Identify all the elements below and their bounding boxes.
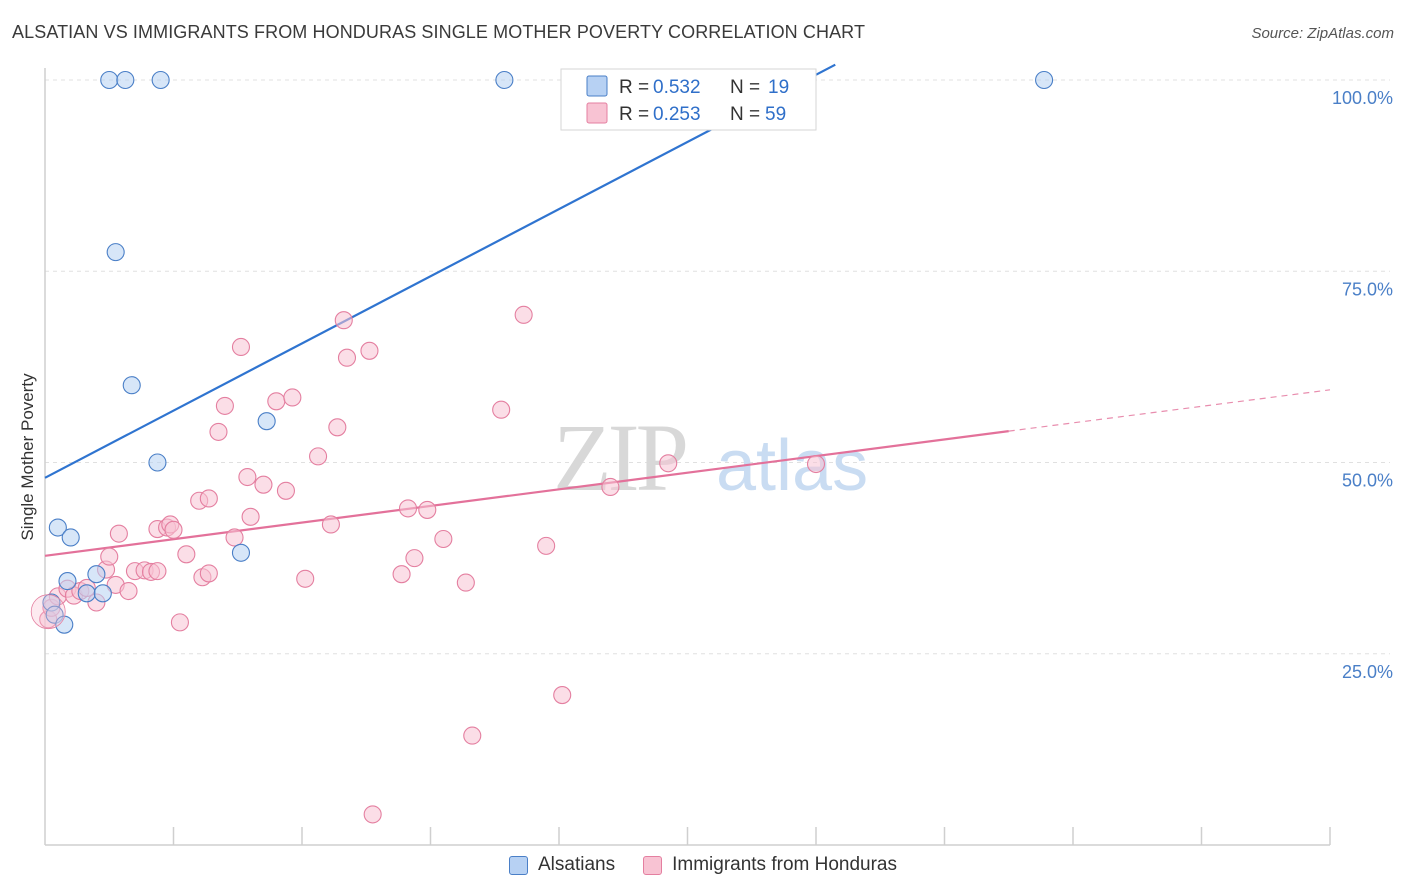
alsatians-point-4 <box>58 572 77 591</box>
honduras-point-27 <box>209 422 228 441</box>
honduras-point-30 <box>231 337 251 357</box>
points-layer <box>30 70 1054 824</box>
legend-r-value-1: 0.532 <box>653 77 701 98</box>
honduras-point-54 <box>537 536 556 555</box>
honduras-point-53 <box>514 305 533 324</box>
grid-layer <box>45 79 1390 655</box>
alsatians-point-2 <box>48 518 67 537</box>
legend-r-label-2: R = <box>619 104 649 125</box>
honduras-point-16 <box>148 562 167 581</box>
honduras-point-49 <box>434 529 453 549</box>
bottom-legend-item-alsatians: Alsatians <box>508 854 616 876</box>
chart-source: Source: ZipAtlas.com <box>1251 25 1394 42</box>
honduras-point-47 <box>405 549 424 568</box>
honduras-point-32 <box>241 507 260 526</box>
bottom-legend-label-alsatians: Alsatians <box>537 854 616 875</box>
y-tick-label-0: 25.0% <box>1342 662 1393 682</box>
honduras-point-cluster <box>30 594 66 630</box>
honduras-point-36 <box>283 388 302 407</box>
honduras-point-12 <box>119 581 138 601</box>
honduras-point-50 <box>456 573 475 592</box>
honduras-point-26 <box>199 489 218 508</box>
honduras-point-9 <box>100 547 119 566</box>
legend-r-value-2: 0.253 <box>653 104 701 125</box>
alsatians-point-18 <box>1035 70 1054 90</box>
top-legend: R = 0.532 N = 19 R = 0.253 N = 59 <box>560 68 817 131</box>
y-tick-label-1: 50.0% <box>1342 471 1393 491</box>
scatter-plot: ZIP atlas 25.0%50.0%75.0%100.0% 0.0%40.0… <box>18 63 1393 846</box>
honduras-point-58 <box>806 454 826 474</box>
bottom-legend-label-honduras: Immigrants from Honduras <box>672 854 897 875</box>
honduras-point-44 <box>363 805 382 824</box>
alsatians-point-7 <box>87 565 106 584</box>
alsatians-point-9 <box>100 70 119 90</box>
alsatians-point-15 <box>231 543 251 562</box>
legend-n-label-1: N = <box>730 77 760 98</box>
honduras-point-41 <box>334 311 353 330</box>
honduras-point-48 <box>418 500 437 519</box>
alsatians-point-13 <box>148 453 167 472</box>
alsatians-point-10 <box>106 243 125 262</box>
alsatians-point-17 <box>495 70 514 90</box>
honduras-point-25 <box>199 564 218 583</box>
alsatians-point-16 <box>257 412 276 431</box>
legend-swatch-honduras <box>586 102 608 124</box>
axes-layer <box>44 68 1331 846</box>
alsatians-point-11 <box>116 70 135 90</box>
honduras-point-56 <box>601 477 620 497</box>
honduras-point-55 <box>553 686 572 705</box>
alsatians-point-8 <box>93 584 112 603</box>
trend-extension-series-2 <box>1008 389 1331 432</box>
honduras-point-43 <box>360 341 379 360</box>
honduras-point-46 <box>398 499 418 518</box>
legend-swatch-alsatians <box>586 75 608 97</box>
honduras-point-22 <box>177 545 196 564</box>
honduras-point-40 <box>328 418 347 437</box>
honduras-point-35 <box>276 481 295 500</box>
honduras-point-42 <box>337 348 357 367</box>
honduras-point-34 <box>267 392 286 411</box>
alsatians-point-14 <box>151 70 170 90</box>
honduras-point-21 <box>170 613 189 632</box>
trend-line-series-1 <box>44 63 836 479</box>
alsatians-point-6 <box>77 584 96 603</box>
bottom-legend: Alsatians Immigrants from Honduras <box>0 852 1406 878</box>
legend-n-label-2: N = <box>730 104 760 125</box>
honduras-point-51 <box>463 726 482 745</box>
y-tick-label-2: 75.0% <box>1342 279 1393 299</box>
honduras-point-33 <box>254 475 273 494</box>
honduras-point-31 <box>238 467 257 487</box>
trend-layer <box>44 63 1331 557</box>
legend-n-value-2: 59 <box>765 104 786 125</box>
y-tick-labels: 25.0% 50.0% 75.0% 100.0% <box>1332 88 1393 682</box>
y-axis-title: Single Mother Poverty <box>18 373 37 541</box>
honduras-point-20 <box>164 520 183 539</box>
y-tick-label-3: 100.0% <box>1332 88 1393 108</box>
trend-line-series-2 <box>44 430 1009 557</box>
alsatians-point-12 <box>122 376 141 395</box>
honduras-point-45 <box>392 565 411 584</box>
honduras-point-37 <box>296 569 315 588</box>
honduras-point-52 <box>492 400 511 419</box>
bottom-legend-swatch-honduras <box>643 855 663 875</box>
alsatians-point-5 <box>61 528 80 547</box>
honduras-point-57 <box>659 454 678 473</box>
chart-title: ALSATIAN VS IMMIGRANTS FROM HONDURAS SIN… <box>12 22 866 42</box>
legend-r-label-1: R = <box>619 77 649 98</box>
honduras-point-28 <box>215 396 234 415</box>
legend-n-value-1: 19 <box>768 77 789 98</box>
honduras-point-11 <box>109 524 128 543</box>
honduras-point-39 <box>321 515 340 534</box>
bottom-legend-swatch-alsatians <box>508 855 528 875</box>
honduras-point-38 <box>309 447 328 466</box>
honduras-point-29 <box>225 528 244 547</box>
bottom-legend-item-honduras: Immigrants from Honduras <box>643 854 897 876</box>
